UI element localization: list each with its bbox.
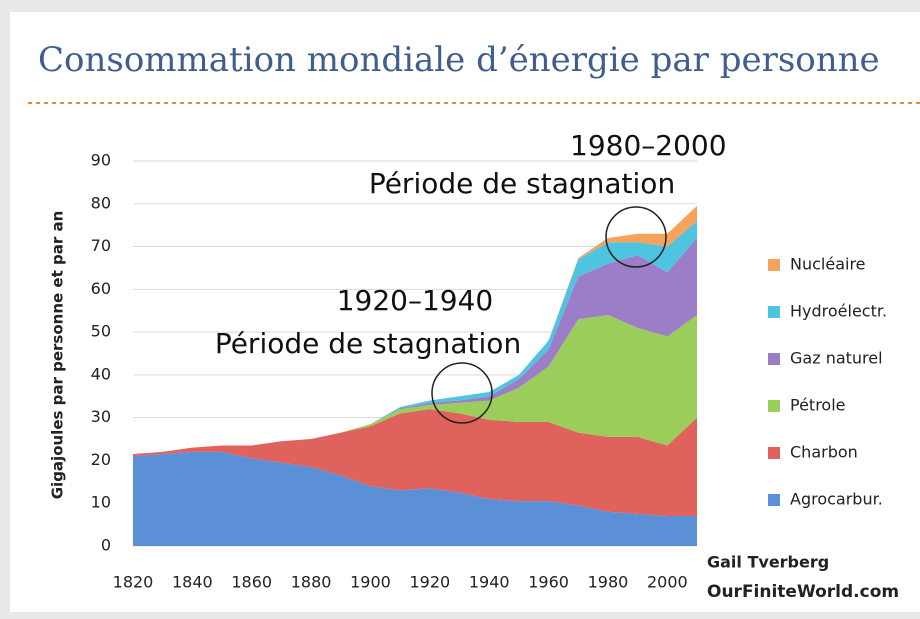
x-tick-label: 1840 xyxy=(172,573,213,592)
legend-swatch xyxy=(768,306,780,318)
legend-label: Nucléaire xyxy=(790,255,866,274)
x-tick-label: 1820 xyxy=(113,573,154,592)
area xyxy=(133,451,697,546)
area xyxy=(133,238,697,455)
legend-label: Hydroélectr. xyxy=(790,302,887,321)
area xyxy=(133,220,697,455)
highlight-circle xyxy=(605,206,667,268)
y-tick-label: 10 xyxy=(91,493,111,512)
y-tick-label: 80 xyxy=(91,193,111,212)
y-tick-label: 60 xyxy=(91,279,111,298)
legend-swatch xyxy=(768,494,780,506)
credit: Gail Tverberg xyxy=(707,553,829,572)
y-tick-label: 90 xyxy=(91,151,111,170)
area xyxy=(133,315,697,455)
highlight-circle xyxy=(431,362,493,424)
y-tick-label: 70 xyxy=(91,236,111,255)
legend-label: Gaz naturel xyxy=(790,349,883,368)
legend-label: Charbon xyxy=(790,443,858,462)
credit: OurFiniteWorld.com xyxy=(707,582,899,602)
annotation: 1980–2000 xyxy=(570,129,727,162)
x-tick-label: 1940 xyxy=(469,573,510,592)
legend-label: Pétrole xyxy=(790,396,846,415)
annotation: 1920–1940 xyxy=(337,284,494,317)
legend-swatch xyxy=(768,447,780,459)
x-tick-label: 1900 xyxy=(350,573,391,592)
x-tick-label: 1960 xyxy=(528,573,569,592)
x-tick-label: 1880 xyxy=(291,573,332,592)
y-tick-label: 20 xyxy=(91,450,111,469)
x-tick-label: 2000 xyxy=(647,573,688,592)
y-tick-label: 50 xyxy=(91,322,111,341)
chart-title: Consommation mondiale d’énergie par pers… xyxy=(38,40,880,80)
y-axis-label: Gigajoules par personne et par an xyxy=(49,211,67,500)
legend-label: Agrocarbur. xyxy=(790,490,883,509)
x-tick-label: 1980 xyxy=(588,573,629,592)
area xyxy=(133,409,697,517)
y-tick-label: 40 xyxy=(91,364,111,383)
legend-swatch xyxy=(768,400,780,412)
x-tick-label: 1860 xyxy=(231,573,272,592)
plot: 0 10 20 30 40 50 60 70 80 90 1820 1840 1860 1880 1900 1… xyxy=(91,151,697,592)
y-tick-label: 0 xyxy=(101,536,111,555)
annotation: Période de stagnation xyxy=(215,327,521,360)
x-tick-label: 1920 xyxy=(409,573,450,592)
legend-swatch xyxy=(768,353,780,365)
y-tick-label: 30 xyxy=(91,407,111,426)
legend-swatch xyxy=(768,259,780,271)
annotation: Période de stagnation xyxy=(369,167,675,200)
